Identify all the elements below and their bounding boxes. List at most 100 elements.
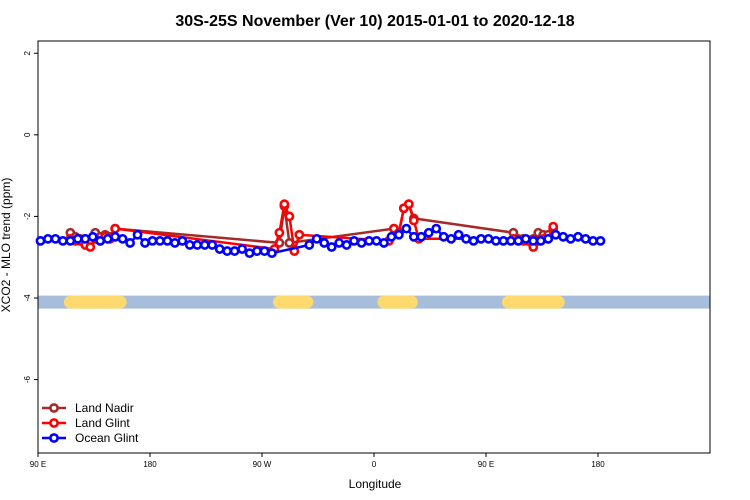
legend-marker — [49, 418, 59, 428]
data-point — [341, 240, 352, 250]
data-point — [43, 233, 53, 244]
chart-title: 30S-25S November (Ver 10) 2015-01-01 to … — [175, 13, 574, 30]
data-point — [125, 238, 135, 248]
data-point — [548, 221, 559, 232]
data-point — [326, 242, 337, 252]
data-point — [117, 233, 128, 244]
data-point — [528, 235, 539, 246]
data-point — [393, 229, 404, 240]
data-point — [319, 238, 330, 248]
data-point — [169, 238, 180, 248]
data-point — [461, 233, 471, 244]
data-point — [237, 244, 247, 254]
data-point — [147, 235, 158, 246]
data-point — [284, 211, 295, 222]
data-point — [279, 199, 290, 210]
plot-frame — [37, 40, 711, 454]
legend-entry: Ocean Glint — [75, 431, 139, 445]
data-point — [274, 227, 285, 238]
data-point — [550, 229, 561, 240]
data-point — [364, 235, 374, 246]
data-point — [543, 233, 554, 244]
data-point — [588, 235, 598, 246]
data-point — [431, 223, 442, 234]
data-point — [595, 235, 606, 246]
data-point — [403, 199, 414, 210]
data-point — [35, 235, 46, 246]
data-point — [453, 229, 464, 240]
axis-ticks: 90 E 180 90 W 0 90 E 180 2 0 -2 -4 -6 — [23, 50, 605, 469]
data-point — [304, 240, 315, 250]
data-point — [580, 233, 591, 244]
data-point — [505, 235, 516, 246]
data-point — [162, 235, 173, 246]
data-point — [192, 240, 203, 250]
data-point — [80, 233, 91, 244]
data-point — [535, 235, 546, 246]
data-point — [294, 229, 305, 240]
data-point — [513, 235, 524, 246]
data-point — [334, 238, 345, 248]
y-tick-label: 2 — [23, 50, 32, 55]
data-point — [558, 231, 569, 242]
data-point — [214, 244, 225, 254]
x-axis-label: Longitude — [349, 477, 402, 491]
data-point — [371, 235, 382, 246]
data-point — [401, 223, 412, 234]
data-point — [356, 238, 367, 248]
data-point — [379, 238, 389, 248]
data-point — [85, 242, 96, 252]
data-point — [446, 233, 457, 244]
data-point — [267, 248, 277, 259]
legend-entry: Land Glint — [75, 416, 130, 430]
x-tick-label: 180 — [143, 460, 157, 469]
data-point — [349, 235, 359, 246]
data-point — [155, 235, 165, 246]
data-point — [132, 229, 143, 240]
legend-marker — [49, 403, 59, 413]
data-point — [311, 233, 322, 244]
data-point — [110, 231, 121, 242]
y-tick-label: 0 — [23, 132, 32, 137]
data-point — [57, 235, 68, 246]
data-point — [207, 240, 218, 250]
data-point — [438, 231, 449, 242]
legend-entry: Land Nadir — [75, 401, 134, 415]
y-tick-label: -2 — [23, 212, 32, 220]
data-point — [110, 223, 121, 234]
x-tick-label: 0 — [372, 460, 377, 469]
y-tick-label: -6 — [23, 375, 32, 383]
data-point — [102, 233, 113, 244]
data-point — [408, 231, 419, 242]
data-point — [416, 231, 427, 242]
data-point — [65, 235, 76, 246]
data-point — [87, 231, 98, 242]
y-axis-label: XCO2 - MLO trend (ppm) — [0, 178, 13, 313]
data-point — [229, 246, 240, 256]
x-tick-label: 90 W — [253, 460, 272, 469]
data-point — [252, 246, 262, 256]
data-point — [259, 246, 270, 256]
x-tick-label: 90 E — [30, 460, 46, 469]
x-tick-label: 180 — [591, 460, 605, 469]
data-point — [498, 235, 509, 246]
data-point — [468, 235, 479, 246]
data-point — [491, 235, 501, 246]
data-point — [199, 240, 210, 250]
data-point — [423, 227, 434, 238]
series-ocean-glint — [35, 223, 606, 259]
data-point — [50, 233, 61, 244]
data-point — [140, 238, 150, 248]
data-point — [483, 233, 494, 244]
data-series — [35, 199, 606, 259]
data-point — [184, 240, 195, 250]
data-point — [244, 248, 255, 259]
data-point — [386, 231, 397, 242]
data-point — [520, 233, 531, 244]
data-point — [573, 231, 583, 242]
data-point — [476, 233, 486, 244]
data-point — [222, 246, 233, 256]
data-point — [408, 215, 419, 226]
